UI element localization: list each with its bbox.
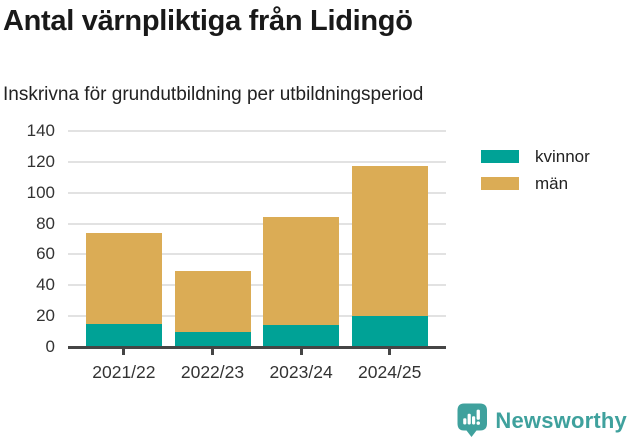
gridline-y-140 [68, 130, 446, 132]
x-axis-tick-2022/23 [211, 348, 214, 355]
bar-chart-speech-bubble-icon [457, 403, 488, 437]
legend-swatch-kvinnor [481, 150, 519, 163]
y-axis-tick-label: 120 [26, 151, 55, 171]
legend-label-män: män [535, 174, 569, 193]
x-axis-line [68, 345, 446, 349]
newsworthy-wordmark: Newsworthy [495, 407, 627, 433]
y-axis-tick-label: 140 [26, 121, 55, 140]
bar-segment-män-2021/22 [85, 232, 162, 324]
x-axis-tick-2024/25 [388, 348, 392, 355]
bar-segment-män-2022/23 [174, 271, 251, 332]
x-axis-label-2023/24: 2023/24 [269, 362, 333, 382]
legend-label-kvinnor: kvinnor [535, 147, 590, 166]
legend-item-män: män [481, 174, 590, 193]
bar-segment-kvinnor-2024/25 [351, 316, 428, 347]
chart-subtitle: Inskrivna för grundutbildning per utbild… [3, 84, 424, 105]
bar-segment-kvinnor-2022/23 [174, 331, 251, 347]
x-axis-tick-2021/22 [122, 348, 126, 355]
gridline-y-120 [68, 160, 446, 163]
gridline-y-60 [68, 253, 446, 256]
gridline-y-20 [68, 315, 446, 318]
x-axis-label-2021/22: 2021/22 [92, 362, 156, 382]
gridline-y-80 [68, 222, 446, 225]
y-axis-tick-label: 20 [36, 306, 55, 326]
legend: kvinnor män [481, 147, 590, 204]
y-axis-tick-label: 60 [36, 244, 55, 264]
legend-item-kvinnor: kvinnor [481, 147, 590, 166]
y-axis-tick-label: 0 [45, 337, 55, 356]
x-axis-label-2022/23: 2022/23 [180, 362, 245, 382]
chart-title: Antal värnpliktiga från Lidingö [3, 5, 413, 37]
bar-segment-kvinnor-2021/22 [85, 323, 162, 347]
x-axis-tick-2023/24 [299, 348, 303, 355]
x-axis-label-2024/25: 2024/25 [358, 362, 422, 382]
bar-segment-kvinnor-2023/24 [263, 325, 340, 347]
bar-segment-män-2024/25 [351, 166, 428, 317]
newsworthy-logo-link[interactable]: Newsworthy [457, 403, 627, 438]
y-axis-tick-label: 40 [36, 275, 55, 295]
y-axis-tick-label: 100 [26, 182, 55, 202]
gridline-y-100 [68, 191, 446, 194]
y-axis-tick-label: 80 [36, 213, 55, 233]
gridline-y-40 [68, 284, 446, 287]
legend-swatch-män [481, 177, 519, 190]
bar-segment-män-2023/24 [263, 217, 340, 326]
